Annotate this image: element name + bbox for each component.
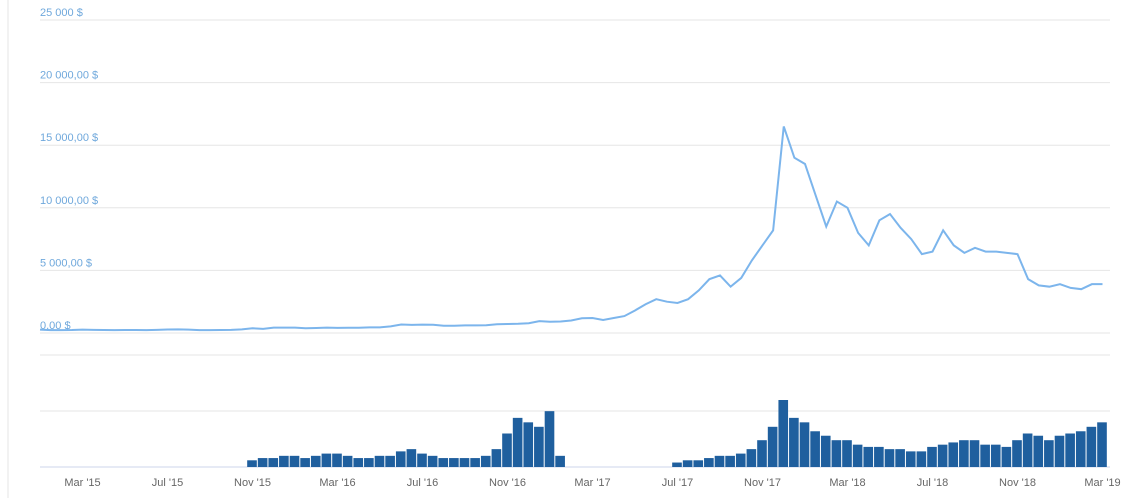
volume-bar: [682, 460, 693, 467]
volume-bar: [959, 440, 969, 467]
volume-bar: [1075, 431, 1086, 467]
volume-bar: [990, 444, 1001, 467]
x-tick-label: Jul '16: [407, 477, 438, 489]
y-tick-label: 15 000,00 $: [40, 132, 98, 144]
volume-bar: [374, 455, 385, 467]
volume-bar: [820, 435, 831, 467]
volume-bar: [927, 446, 937, 467]
volume-bar: [884, 449, 895, 467]
x-tick-label: Mar '19: [1084, 477, 1120, 489]
volume-bar: [937, 444, 948, 467]
volume-bar: [310, 455, 321, 467]
x-tick-label: Mar '15: [64, 477, 100, 489]
volume-bar: [523, 422, 534, 467]
volume-bar: [1033, 435, 1044, 467]
volume-bar: [470, 458, 480, 467]
volume-bar: [831, 440, 842, 467]
volume-bar: [874, 446, 884, 467]
volume-bar: [268, 458, 279, 467]
volume-bar: [916, 451, 927, 467]
x-tick-label: Nov '15: [234, 477, 271, 489]
volume-bar: [555, 455, 565, 467]
volume-bar: [512, 417, 523, 467]
volume-bar: [1022, 433, 1033, 467]
volume-bar: [704, 458, 714, 467]
volume-bar: [502, 433, 512, 467]
volume-bar: [714, 455, 725, 467]
price-line: [39, 126, 1103, 332]
x-tick-label: Mar '16: [319, 477, 355, 489]
volume-bar: [767, 426, 778, 467]
x-tick-label: Mar '18: [829, 477, 865, 489]
volume-bar: [905, 451, 916, 467]
volume-bar: [757, 440, 767, 467]
volume-bar: [693, 460, 704, 467]
y-tick-label: 25 000 $: [40, 7, 83, 19]
volume-bar: [725, 455, 735, 467]
volume-bar: [969, 440, 980, 467]
volume-bar: [810, 431, 820, 467]
volume-bar: [300, 458, 310, 467]
volume-bar: [863, 446, 874, 467]
volume-bar: [438, 458, 449, 467]
volume-bar: [1086, 426, 1097, 467]
y-tick-label: 5 000,00 $: [40, 257, 92, 269]
x-tick-label: Nov '16: [489, 477, 526, 489]
volume-bar: [417, 453, 427, 467]
x-tick-label: Mar '17: [574, 477, 610, 489]
x-tick-label: Jul '18: [917, 477, 948, 489]
volume-bar: [778, 400, 789, 467]
volume-bar: [364, 458, 374, 467]
volume-bar: [279, 455, 289, 467]
volume-bar: [1012, 440, 1022, 467]
volume-bar: [1097, 422, 1107, 467]
volume-bar: [342, 455, 353, 467]
volume-bar: [980, 444, 990, 467]
volume-bar: [480, 455, 491, 467]
x-tick-label: Jul '15: [152, 477, 183, 489]
volume-bar: [1044, 440, 1054, 467]
volume-bar: [735, 453, 746, 467]
x-tick-label: Jul '17: [662, 477, 693, 489]
volume-bar: [427, 455, 438, 467]
volume-bar: [289, 455, 300, 467]
x-tick-label: Nov '18: [999, 477, 1036, 489]
volume-bar: [247, 460, 257, 467]
volume-bar: [257, 458, 268, 467]
x-tick-label: Nov '17: [744, 477, 781, 489]
volume-bar: [1001, 446, 1012, 467]
volume-bar: [1054, 435, 1065, 467]
volume-bar: [321, 453, 332, 467]
volume-bar: [544, 411, 555, 467]
volume-bar: [406, 449, 417, 467]
y-tick-label: 10 000,00 $: [40, 195, 98, 207]
volume-bar: [746, 449, 757, 467]
volume-bar: [491, 449, 502, 467]
volume-bar: [332, 453, 342, 467]
volume-bar: [385, 455, 395, 467]
volume-bar: [842, 440, 852, 467]
volume-bar: [395, 451, 406, 467]
volume-bar: [789, 417, 799, 467]
volume-bar: [948, 442, 959, 467]
volume-bar: [459, 458, 470, 467]
y-tick-label: 20 000,00 $: [40, 70, 98, 82]
volume-bar: [449, 458, 459, 467]
volume-bar: [799, 422, 810, 467]
volume-bar: [895, 449, 905, 467]
volume-bar: [672, 462, 682, 467]
volume-bar: [353, 458, 364, 467]
volume-bar: [1065, 433, 1075, 467]
volume-bar: [534, 426, 544, 467]
volume-bar: [852, 444, 863, 467]
